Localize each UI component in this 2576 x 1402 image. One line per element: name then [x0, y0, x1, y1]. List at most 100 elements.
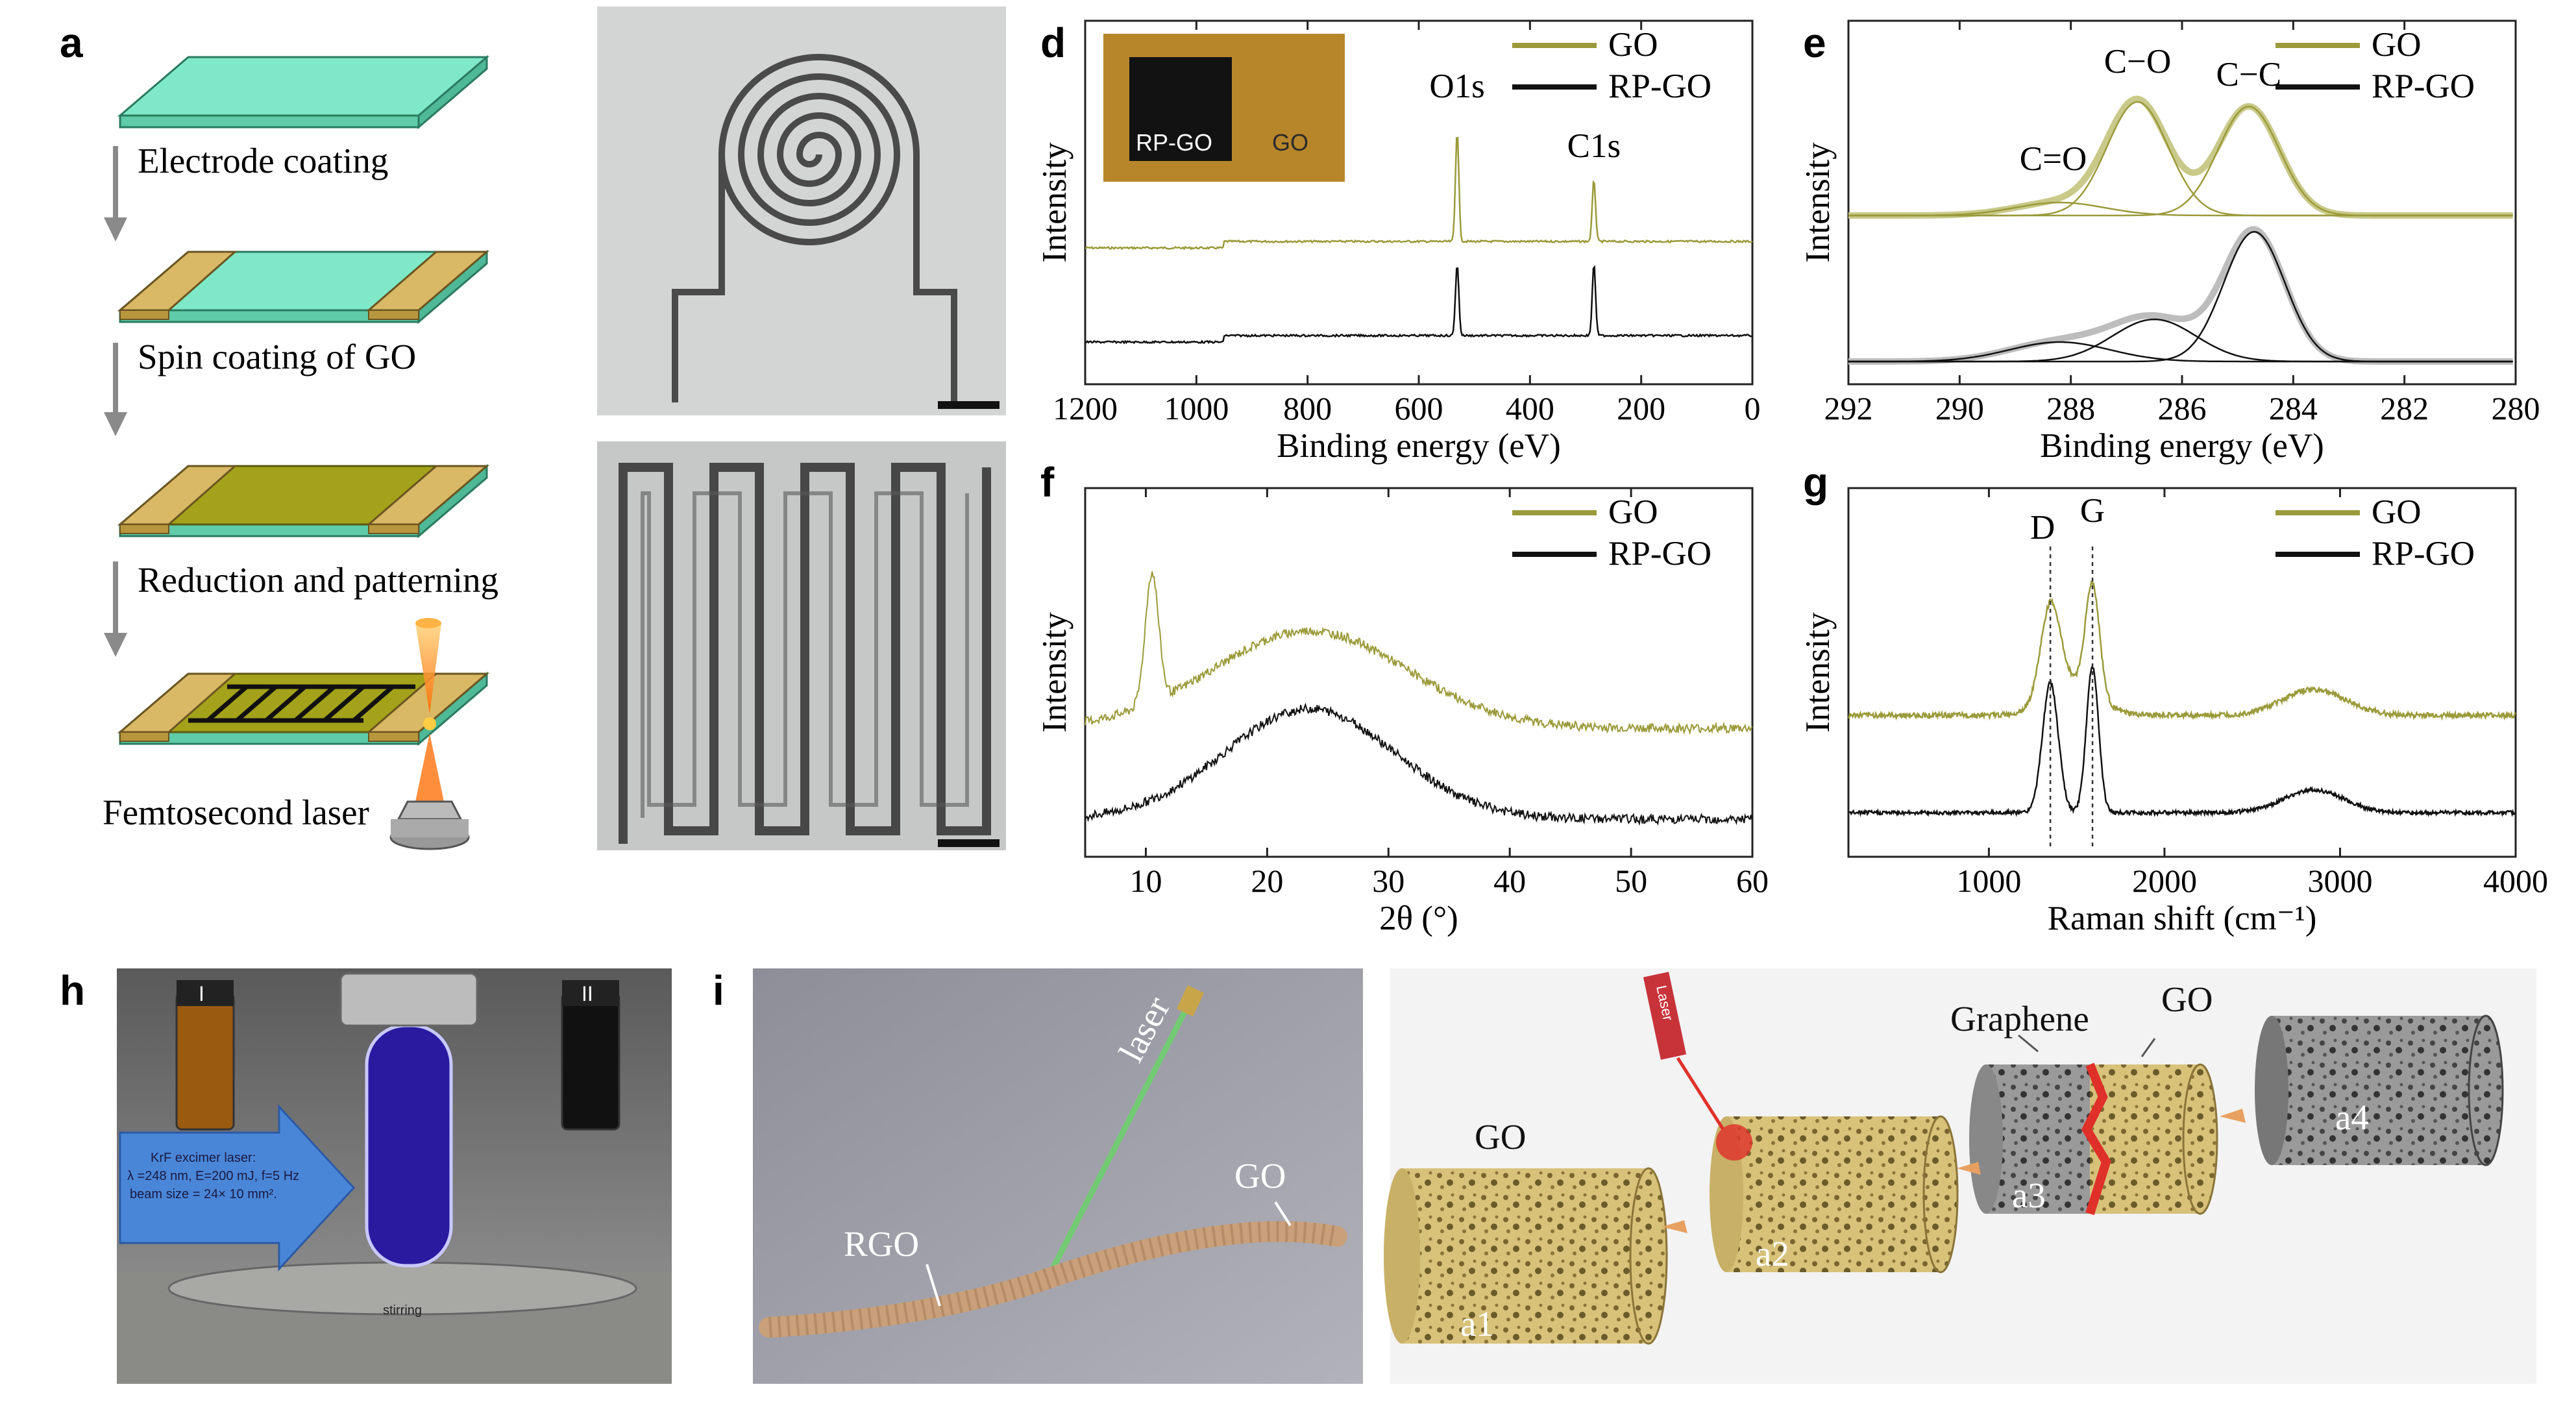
series-line-rpgo — [1085, 265, 1753, 345]
laser-pen-icon: Laser — [1643, 972, 1725, 1131]
y-axis-label: Intensity — [1799, 612, 1837, 733]
plot-frame — [1847, 487, 2517, 858]
x-tick-label: 4000 — [2483, 863, 2548, 899]
x-tick-label: 20 — [1251, 863, 1283, 899]
label-a2: a2 — [1756, 1234, 1789, 1273]
x-tick-label: 200 — [1617, 390, 1665, 426]
series-line-go — [1847, 580, 2516, 721]
cylinder-a3 — [1969, 1063, 2218, 1216]
legend-label: RP-GO — [2372, 68, 2475, 105]
peak-label: C−C — [2216, 56, 2282, 93]
y-axis-label: Intensity — [1036, 612, 1073, 733]
x-tick-label: 284 — [2269, 390, 2318, 426]
chart-f: 10 20 30 40 50 60 2θ (°) Intensity GO RP-GO — [1036, 487, 1769, 937]
legend-label: RP-GO — [1608, 535, 1711, 572]
substrate-plate-3 — [117, 463, 490, 539]
series-line-rpgo — [1848, 226, 2513, 365]
laser-emitter-icon — [1176, 985, 1205, 1017]
process-arrow-1 — [104, 146, 127, 241]
inset-label-go: GO — [1272, 129, 1308, 156]
chart-e: 292 290 288 286 284 282 280 Binding energy (eV)… — [1799, 19, 2540, 465]
x-tick-label: 282 — [2380, 390, 2429, 426]
peak-label: D — [2030, 509, 2055, 547]
y-axis-label: Intensity — [1036, 142, 1073, 263]
label-go: GO — [1234, 1156, 1286, 1196]
peak-label: C1s — [1567, 127, 1621, 165]
x-axis-label: 2θ (°) — [1379, 900, 1458, 937]
x-tick-label: 280 — [2492, 390, 2540, 426]
panel-d-inset-photo: RP-GO GO — [1103, 34, 1345, 182]
label-go-a1: GO — [1475, 1117, 1526, 1157]
plot-frame — [1084, 487, 1754, 858]
step-label-2: Spin coating of GO — [138, 337, 416, 376]
chart-g: 1000 2000 3000 4000 Raman shift (cm⁻¹) Intens… — [1799, 487, 2548, 937]
legend-label: GO — [1608, 26, 1658, 64]
process-arrow-3 — [104, 561, 127, 657]
peak-label: C=O — [2020, 140, 2087, 178]
panel-b-micrograph — [597, 6, 1006, 415]
cylinder-a4 — [2255, 1015, 2504, 1166]
objective-lens-icon — [389, 800, 470, 850]
series-line-go — [1085, 136, 1753, 251]
chart-d: 1200 1000 800 600 400 200 0 Binding energy (eV)… — [1036, 19, 1761, 465]
series-line-rpgo — [1085, 702, 1753, 826]
laser-text-2: λ =248 nm, E=200 mJ, f=5 Hz — [127, 1169, 299, 1183]
x-axis-label: Binding energy (eV) — [1277, 427, 1561, 465]
inset-label-rpgo: RP-GO — [1136, 129, 1212, 156]
peak-label: G — [2080, 492, 2105, 530]
vial-ii: II — [561, 980, 620, 1131]
process-arrow-2 — [104, 343, 127, 436]
series-line-go — [1085, 571, 1753, 735]
legend-label: GO — [2372, 26, 2422, 64]
cylinder-a1 — [1384, 1167, 1668, 1345]
x-tick-label: 10 — [1129, 863, 1162, 899]
substrate-plate-2 — [117, 249, 490, 325]
peak-label: O1s — [1429, 68, 1484, 105]
laser-beam — [1045, 998, 1194, 1279]
substrate-plate-4 — [117, 671, 490, 746]
femtosecond-laser-beam — [415, 618, 444, 802]
x-tick-label: 286 — [2158, 390, 2207, 426]
panel-j-illustration: Laser GO Graphene GO a1 a2 a3 a4 — [1384, 968, 2536, 1384]
series-line-go — [1848, 95, 2513, 219]
laser-text-1: KrF excimer laser: — [151, 1151, 256, 1165]
component-line — [1848, 105, 2513, 217]
legend-label: RP-GO — [2372, 535, 2475, 572]
x-tick-label: 400 — [1506, 390, 1554, 426]
panel-a-schematic: Electrode coating Spin coating of GO — [103, 55, 498, 850]
scale-bar — [938, 401, 1000, 409]
x-tick-label: 1000 — [1956, 863, 2021, 899]
panel-h-photo: I II KrF excimer laser: λ =248 nm, E=200… — [117, 968, 672, 1384]
x-axis-label: Binding energy (eV) — [2040, 427, 2324, 465]
spiral-pattern — [718, 54, 920, 245]
legend-label: GO — [1608, 493, 1658, 531]
panel-label-i: i — [713, 967, 724, 1014]
panel-label-f: f — [1040, 459, 1055, 506]
component-line — [1848, 230, 2513, 363]
panel-i-illustration: laser GO RGO — [753, 968, 1363, 1384]
vial-label-i: I — [199, 982, 204, 1005]
label-rgo: RGO — [844, 1224, 919, 1264]
x-tick-label: 0 — [1745, 390, 1761, 426]
label-a3: a3 — [2012, 1175, 2046, 1215]
panel-label-g: g — [1803, 459, 1828, 506]
x-tick-label: 2000 — [2132, 863, 2197, 899]
scale-bar — [938, 839, 1000, 847]
panel-label-h: h — [60, 967, 85, 1014]
x-tick-label: 1200 — [1053, 390, 1118, 426]
panel-label-e: e — [1803, 19, 1826, 66]
peak-label: C−O — [2104, 43, 2172, 80]
x-tick-label: 288 — [2046, 390, 2095, 426]
series-line-rpgo — [1848, 664, 2517, 818]
x-tick-label: 60 — [1736, 863, 1769, 899]
y-axis-label: Intensity — [1799, 142, 1837, 263]
x-tick-label: 290 — [1935, 390, 1984, 426]
step-label-4: Femtosecond laser — [103, 793, 369, 832]
x-tick-label: 40 — [1493, 863, 1526, 899]
label-a4: a4 — [2335, 1098, 2369, 1137]
laser-text-3: beam size = 24× 10 mm². — [130, 1187, 277, 1201]
step-label-1: Electrode coating — [138, 141, 388, 180]
laser-direction-arrow: KrF excimer laser: λ =248 nm, E=200 mJ, … — [119, 1104, 356, 1272]
x-tick-label: 30 — [1372, 863, 1405, 899]
